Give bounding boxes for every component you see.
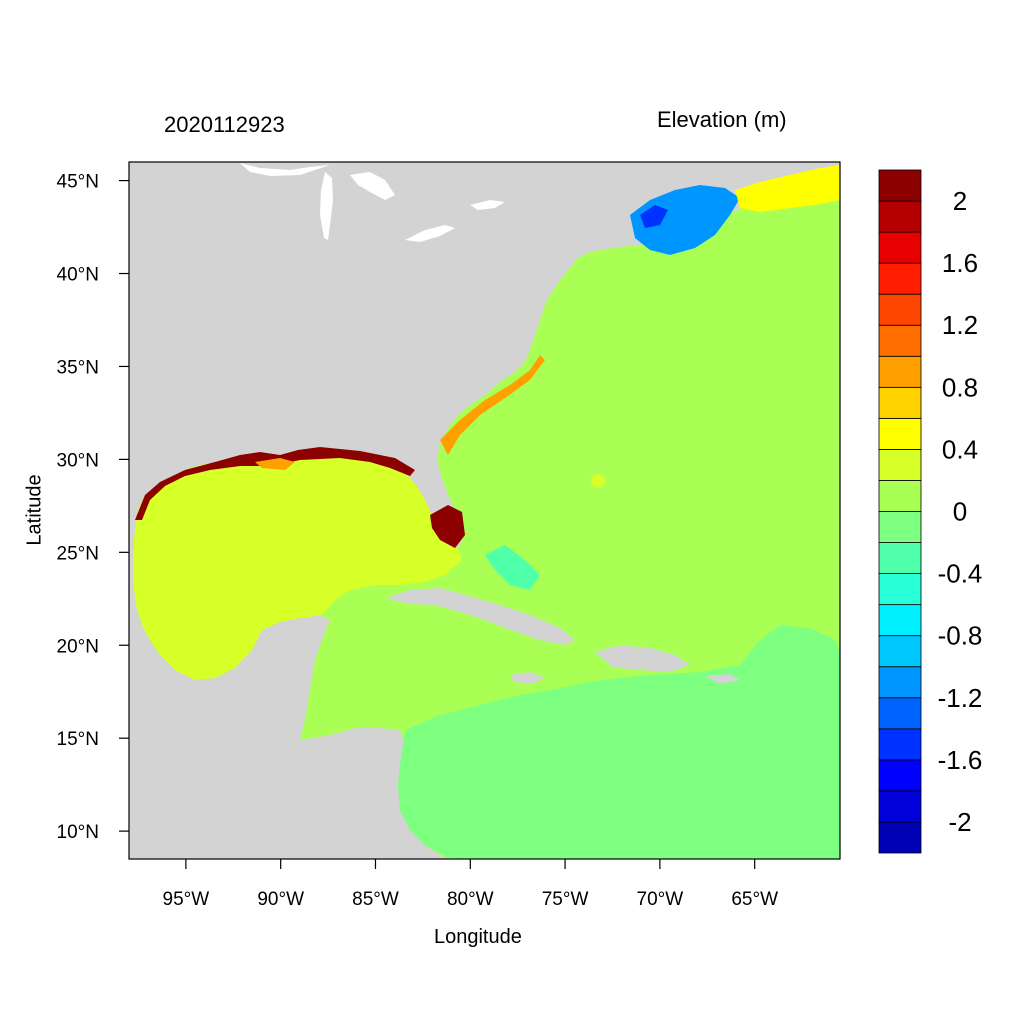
- y-tick-label: 10°N: [57, 822, 99, 843]
- colorbar-bin: [878, 573, 922, 606]
- colorbar-bin: [878, 449, 922, 481]
- colorbar-label: -0.4: [938, 559, 983, 589]
- map-panel: [129, 162, 840, 859]
- colorbar-label: 0.4: [942, 434, 978, 464]
- variable-label: Elevation (m): [657, 107, 787, 132]
- cape-cod-low: [640, 205, 668, 228]
- colorbar-bin: [878, 293, 922, 326]
- x-tick-label: 85°W: [352, 889, 399, 910]
- x-axis-title: Longitude: [434, 926, 522, 948]
- x-axis-ticks: 95°W 90°W 85°W 80°W 75°W 70°W 65°W: [163, 859, 778, 910]
- colorbar-label: -1.6: [938, 745, 983, 775]
- louisiana-surge: [255, 458, 295, 470]
- gulf-of-mexico: [133, 452, 462, 680]
- atlantic-coast-surge: [440, 355, 545, 455]
- colorbar-bin: [878, 386, 922, 419]
- gulf-coast-surge: [135, 447, 415, 520]
- florida-surge: [430, 505, 465, 548]
- colorbar-label: 1.2: [942, 310, 978, 340]
- lake-michigan: [320, 172, 333, 240]
- colorbar-bin: [878, 200, 922, 233]
- colorbar-bin: [878, 480, 922, 512]
- y-tick-label: 25°N: [57, 543, 99, 564]
- jamaica-island: [510, 672, 545, 684]
- colorbar-bin: [878, 324, 922, 357]
- colorbar-label: 0: [953, 497, 967, 527]
- colorbar-bin: [878, 821, 922, 854]
- colorbar-label: 1.6: [942, 248, 978, 278]
- hispaniola-island: [595, 645, 690, 672]
- colorbar-bin: [878, 169, 922, 202]
- puerto-rico-island: [705, 674, 740, 684]
- colorbar-label: 0.8: [942, 372, 978, 402]
- colorbar-bin: [878, 231, 922, 264]
- colorbar-bin: [878, 666, 922, 699]
- colorbar-label: -1.2: [938, 683, 983, 713]
- y-tick-label: 15°N: [57, 729, 99, 750]
- lake-huron: [350, 172, 395, 200]
- timestamp-label: 2020112923: [164, 112, 285, 137]
- colorbar-label: -0.8: [938, 621, 983, 651]
- y-tick-label: 40°N: [57, 265, 99, 286]
- colorbar-bin: [878, 355, 922, 388]
- colorbar-bin: [878, 542, 922, 574]
- lake-superior: [240, 163, 330, 176]
- plot-frame: [128, 161, 841, 860]
- y-tick-label: 30°N: [57, 450, 99, 471]
- y-tick-label: 35°N: [57, 357, 99, 378]
- y-axis-ticks: 45°N 40°N 35°N 30°N 25°N 20°N 15°N 10°N: [57, 172, 129, 843]
- bermuda-marker: [591, 474, 605, 488]
- x-tick-label: 70°W: [637, 889, 684, 910]
- colorbar-bin: [878, 262, 922, 295]
- x-tick-label: 90°W: [257, 889, 304, 910]
- colorbar-bin: [878, 604, 922, 637]
- colorbar-bin: [878, 417, 922, 450]
- x-tick-label: 80°W: [447, 889, 494, 910]
- gulf-of-maine-anomaly: [630, 185, 740, 255]
- colorbar-bin: [878, 697, 922, 730]
- colorbar-bin: [878, 790, 922, 823]
- x-tick-label: 75°W: [542, 889, 589, 910]
- y-tick-label: 45°N: [57, 172, 99, 193]
- colorbar-bin: [878, 728, 922, 761]
- colorbar: 2 1.6 1.2 0.8 0.4 0 -0.4 -0.8 -1.2 -1.6 -2: [878, 169, 983, 854]
- y-tick-label: 20°N: [57, 636, 99, 657]
- x-tick-label: 65°W: [731, 889, 778, 910]
- lake-ontario: [470, 200, 505, 210]
- lake-erie: [405, 225, 455, 242]
- colorbar-bin: [878, 759, 922, 792]
- caribbean-sea: [398, 625, 840, 859]
- north-america-land: [129, 162, 840, 859]
- bahamas-banks: [485, 545, 540, 590]
- nova-scotia-shelf: [735, 165, 840, 212]
- x-tick-label: 95°W: [163, 889, 210, 910]
- colorbar-label: -2: [948, 807, 971, 837]
- colorbar-bin: [878, 511, 922, 543]
- cuba-island: [385, 588, 575, 645]
- colorbar-bin: [878, 635, 922, 668]
- colorbar-label: 2: [953, 186, 967, 216]
